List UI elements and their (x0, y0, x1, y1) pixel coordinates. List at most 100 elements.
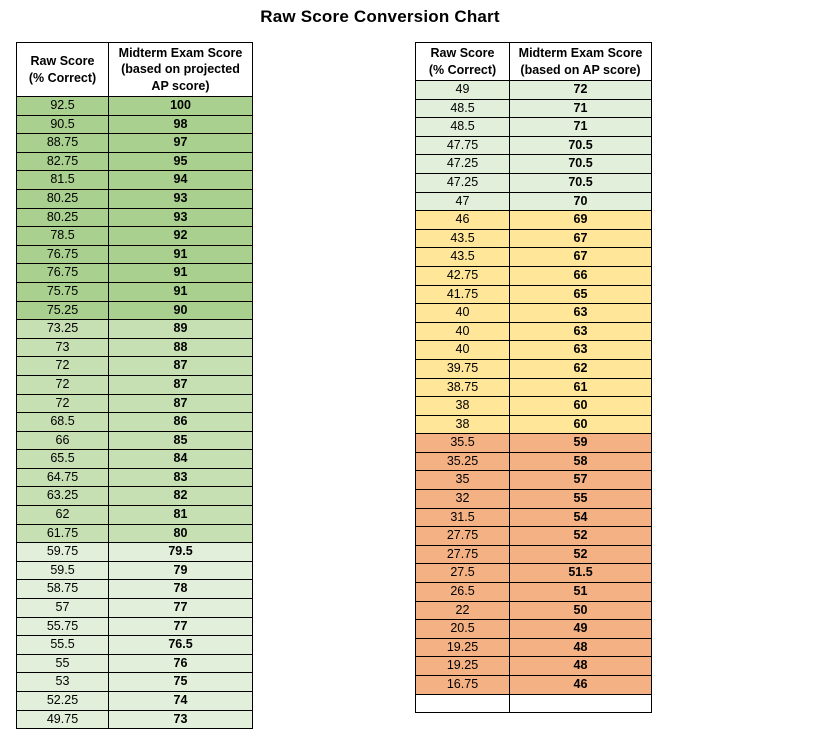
table-row: 41.75 65 (415, 284, 652, 305)
raw-score-header: Raw Score (% Correct) (16, 42, 109, 97)
exam-score-cell: 52 (509, 526, 652, 546)
raw-score-cell: 90.5 (16, 114, 109, 135)
raw-score-cell: 68.5 (16, 412, 109, 432)
exam-score-cell: 98 (108, 114, 253, 135)
exam-score-cell: 89 (108, 319, 253, 339)
raw-score-cell: 49.75 (16, 709, 109, 730)
raw-score-cell: 40 (415, 340, 510, 360)
raw-score-cell: 27.75 (415, 526, 510, 546)
page-title: Raw Score Conversion Chart (260, 7, 500, 26)
raw-score-cell: 80.25 (16, 188, 109, 209)
table-row: 47.25 70.5 (415, 154, 652, 174)
raw-score-cell: 42.75 (415, 265, 510, 286)
table-row: 35.5 59 (415, 433, 652, 453)
exam-score-cell: 80 (108, 523, 253, 544)
exam-score-cell: 58 (509, 451, 652, 472)
exam-score-cell: 63 (509, 303, 652, 323)
table-row: 48.5 71 (415, 98, 652, 119)
table-row: 92.5 100 (16, 96, 253, 116)
raw-score-cell: 26.5 (415, 582, 510, 602)
table-row: 55.75 77 (16, 616, 253, 637)
table-row: 32 55 (415, 489, 652, 509)
exam-score-cell: 88 (108, 337, 253, 358)
exam-score-cell: 70 (509, 191, 652, 212)
table-row: 53 75 (16, 672, 253, 692)
exam-score-cell: 87 (108, 374, 253, 395)
raw-score-cell: 61.75 (16, 523, 109, 544)
exam-score-header: Midterm Exam Score (based on AP score) (509, 42, 652, 81)
table-row: 40 63 (415, 340, 652, 360)
raw-score-cell: 72 (16, 393, 109, 414)
exam-score-cell: 91 (108, 263, 253, 283)
table-row: 38.75 61 (415, 377, 652, 398)
table-row: 75.25 90 (16, 300, 253, 321)
table-row: 55 76 (16, 653, 253, 674)
table-row: 35 57 (415, 470, 652, 491)
exam-score-cell: 51 (509, 582, 652, 602)
exam-score-cell: 75 (108, 672, 253, 692)
raw-score-cell: 40 (415, 303, 510, 323)
table-row: 52.25 74 (16, 691, 253, 711)
raw-score-cell: 19.25 (415, 637, 510, 658)
raw-score-cell: 66 (16, 430, 109, 451)
table-row: 64.75 83 (16, 467, 253, 488)
raw-score-cell: 62 (16, 505, 109, 525)
raw-score-cell: 82.75 (16, 151, 109, 172)
raw-score-cell: 43.5 (415, 228, 510, 249)
conversion-table-left: Raw Score (% Correct) Midterm Exam Score… (16, 42, 253, 730)
raw-score-cell: 81.5 (16, 170, 109, 190)
raw-score-cell: 53 (16, 672, 109, 692)
raw-score-header: Raw Score (% Correct) (415, 42, 510, 81)
table-row: 80.25 93 (16, 188, 253, 209)
table-row: 39.75 62 (415, 358, 652, 379)
exam-score-cell: 77 (108, 598, 253, 618)
table-row: 59.5 79 (16, 560, 253, 581)
table-row: 47.75 70.5 (415, 135, 652, 156)
raw-score-cell: 35 (415, 470, 510, 491)
table-body-left: 92.5 100 90.5 98 88.75 97 82.75 95 81.5 94 80.25 93… (16, 96, 253, 730)
raw-score-cell: 38.75 (415, 377, 510, 398)
raw-score-cell: 35.5 (415, 433, 510, 453)
raw-score-cell: 55.75 (16, 616, 109, 637)
exam-score-cell: 70.5 (509, 154, 652, 174)
raw-score-cell: 47.75 (415, 135, 510, 156)
table-row: 43.5 67 (415, 247, 652, 267)
table-row: 63.25 82 (16, 486, 253, 507)
exam-score-cell: 82 (108, 486, 253, 507)
table-row: 61.75 80 (16, 523, 253, 544)
table-row: 76.75 91 (16, 263, 253, 283)
raw-score-cell: 88.75 (16, 133, 109, 153)
table-row: 68.5 86 (16, 412, 253, 432)
raw-score-cell: 19.25 (415, 656, 510, 676)
raw-score-cell: 55 (16, 653, 109, 674)
table-row: 72 87 (16, 393, 253, 414)
table-row: 38 60 (415, 396, 652, 416)
table-row: 75.75 91 (16, 281, 253, 302)
table-row: 88.75 97 (16, 133, 253, 153)
table-row: 47.25 70.5 (415, 172, 652, 193)
exam-score-cell (509, 693, 652, 714)
raw-score-cell: 38 (415, 396, 510, 416)
exam-score-cell: 67 (509, 247, 652, 267)
table-row: 38 60 (415, 414, 652, 435)
exam-score-cell: 71 (509, 117, 652, 137)
raw-score-cell: 27.75 (415, 544, 510, 565)
exam-score-cell: 95 (108, 151, 253, 172)
raw-score-cell: 72 (16, 374, 109, 395)
exam-score-cell: 62 (509, 358, 652, 379)
table-row: 58.75 78 (16, 579, 253, 600)
raw-score-cell: 39.75 (415, 358, 510, 379)
exam-score-cell: 63 (509, 321, 652, 342)
exam-score-cell: 60 (509, 414, 652, 435)
raw-score-cell: 49 (415, 80, 510, 100)
table-row: 26.5 51 (415, 582, 652, 602)
table-row: 72 87 (16, 374, 253, 395)
exam-score-cell: 72 (509, 80, 652, 100)
raw-score-cell: 47 (415, 191, 510, 212)
exam-score-cell: 46 (509, 675, 652, 695)
exam-score-cell: 60 (509, 396, 652, 416)
exam-score-cell: 71 (509, 98, 652, 119)
exam-score-cell: 69 (509, 210, 652, 230)
raw-score-cell (415, 693, 510, 714)
table-row: 27.75 52 (415, 544, 652, 565)
